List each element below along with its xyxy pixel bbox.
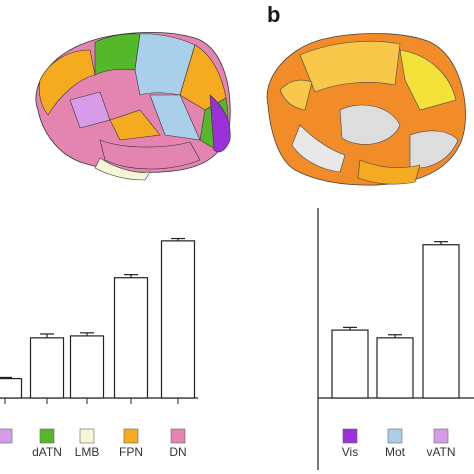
bar-DN [160, 240, 196, 399]
tick-label-LMB: LMB [75, 445, 100, 459]
legend-swatch-Mot [387, 428, 403, 444]
legend-swatch-vATN [433, 428, 449, 444]
tick-label-vATN: vATN [426, 445, 455, 459]
tick-label-DN: DN [169, 445, 186, 459]
legend-swatch-dATN [39, 428, 55, 444]
bar-Mot [376, 337, 414, 399]
tick-label-Vis: Vis [342, 445, 358, 459]
legend-swatch-Vis [342, 428, 358, 444]
legend-swatch-LMB [79, 428, 95, 444]
bar-dATN [29, 337, 65, 399]
legend-swatch-DN [170, 428, 186, 444]
bar-Vis [331, 329, 369, 399]
brain-network-map-a [35, 32, 231, 181]
bar-chart-a: dATN LMB FPN DN [0, 237, 198, 459]
legend-swatch-FPN [123, 428, 139, 444]
bar-chart-b: Vis Mot vATN [318, 241, 474, 459]
bar-LMB [69, 335, 105, 399]
panel-label-b: b [267, 2, 280, 27]
legend-swatch-vATN [0, 428, 13, 444]
bar-vATN [422, 244, 460, 399]
tick-label-Mot: Mot [385, 445, 406, 459]
tick-label-FPN: FPN [119, 445, 143, 459]
tick-label-dATN: dATN [32, 445, 62, 459]
bar-FPN [113, 277, 149, 399]
bar-vATN [0, 378, 23, 399]
brain-overlap-map-b [266, 33, 466, 186]
